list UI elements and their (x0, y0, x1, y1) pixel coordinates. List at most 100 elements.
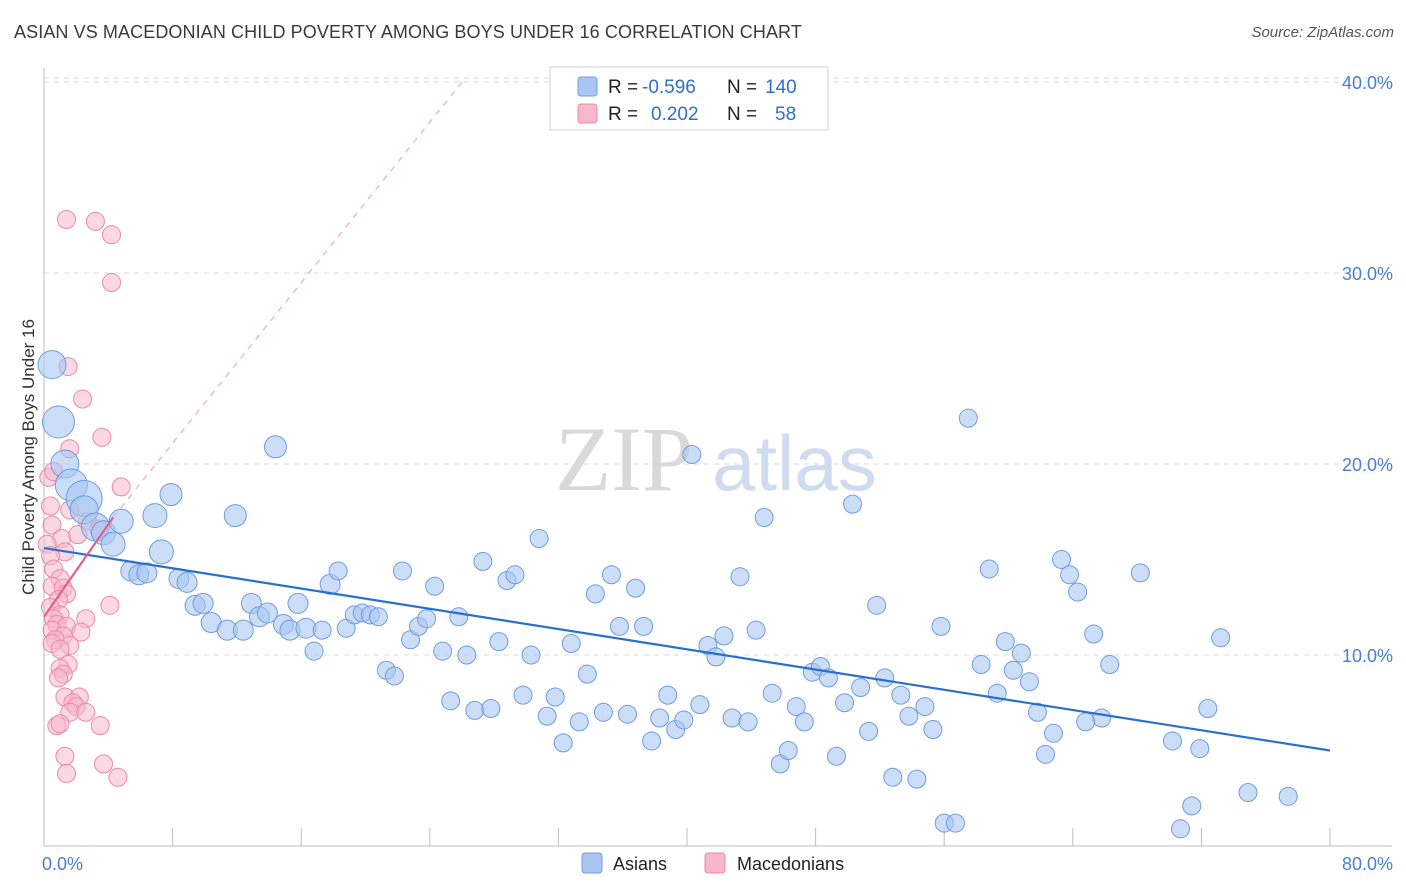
asian-point (553, 733, 573, 753)
asian-point (1100, 655, 1120, 675)
series-legend: Asians Macedonians (581, 852, 844, 874)
asian-point (891, 685, 911, 705)
asian-point (1052, 550, 1072, 569)
macedonian-point (48, 668, 68, 688)
asian-point (746, 620, 766, 640)
asian-point (762, 683, 782, 703)
asian-point (875, 668, 895, 688)
asian-point (867, 595, 887, 615)
y-tick-label: 20.0% (1342, 455, 1393, 475)
correlation-legend: R = -0.596 N = 140 R = 0.202 N = 58 (549, 66, 829, 131)
asian-point (1130, 563, 1150, 583)
asian-point (859, 721, 879, 741)
asian-point (392, 561, 412, 581)
asian-point (545, 687, 565, 707)
macedonian-point (102, 225, 122, 245)
legend-r-value-asians: -0.596 (642, 77, 696, 98)
asian-point (287, 592, 309, 614)
macedonian-point (76, 702, 96, 722)
asian-point (1198, 698, 1218, 718)
asian-point (706, 647, 726, 667)
asian-point (585, 584, 605, 604)
asian-point (457, 645, 477, 665)
asian-point (794, 712, 814, 732)
asian-point (826, 746, 846, 766)
macedonian-point (50, 639, 70, 659)
asian-point (441, 691, 461, 711)
series-legend-swatch-macedonians[interactable] (704, 852, 726, 874)
macedonian-point (42, 515, 62, 535)
asian-point (513, 685, 533, 705)
asian-point (521, 645, 541, 665)
asian-point (425, 576, 445, 596)
asian-point (634, 616, 654, 636)
macedonian-point (57, 763, 77, 783)
asian-point (995, 632, 1015, 652)
asian-point (1035, 744, 1055, 764)
watermark-zip: ZIP (555, 408, 693, 510)
asian-point (142, 503, 168, 529)
asian-point (738, 712, 758, 732)
asian-point (778, 741, 798, 760)
asian-point (923, 719, 943, 739)
legend-n-label: N = (727, 77, 757, 98)
y-tick-label: 40.0% (1342, 73, 1393, 93)
x-tick-label: 80.0% (1342, 854, 1393, 874)
asian-point (618, 704, 638, 724)
asian-point (642, 731, 662, 751)
macedonian-point (100, 595, 120, 615)
asian-point (907, 769, 927, 789)
asian-point (1238, 783, 1258, 803)
asian-point (835, 693, 855, 713)
asian-point (851, 677, 871, 697)
asian-point (1084, 624, 1104, 644)
asian-point (658, 685, 678, 705)
asian-point (449, 607, 469, 627)
asian-point (465, 700, 485, 720)
series-legend-label-asians[interactable]: Asians (613, 854, 667, 874)
legend-swatch-macedonians (577, 103, 598, 124)
asian-point (159, 483, 183, 507)
y-tick-label: 30.0% (1342, 264, 1393, 284)
asian-point (786, 697, 806, 717)
asian-point (1068, 582, 1088, 602)
series-legend-swatch-asians[interactable] (581, 852, 603, 874)
asian-point (256, 602, 278, 624)
asian-point (1162, 731, 1182, 751)
asian-point (958, 408, 978, 428)
asian-point (529, 528, 549, 548)
asian-point (384, 666, 404, 686)
series-legend-label-macedonians[interactable]: Macedonians (737, 854, 844, 874)
macedonian-point (108, 767, 128, 787)
asian-point (1092, 708, 1112, 728)
asian-point (931, 616, 951, 636)
macedonian-trend-extension (112, 81, 463, 518)
asian-point (945, 813, 965, 833)
asian-point (1027, 702, 1047, 722)
asian-point (754, 507, 774, 527)
asian-point (41, 405, 75, 439)
asian-point (1044, 723, 1064, 743)
asian-point (481, 698, 501, 718)
asian-point (537, 706, 557, 726)
watermark-atlas: atlas (712, 419, 877, 507)
macedonian-point (90, 716, 110, 736)
x-tick-label: 0.0% (42, 854, 83, 874)
asian-point (505, 565, 525, 585)
asian-point (674, 710, 694, 730)
legend-n-value-asians: 140 (765, 77, 797, 98)
asian-point (1060, 565, 1080, 585)
asian-point (971, 655, 991, 675)
asian-point (1171, 819, 1191, 839)
asian-point (108, 508, 134, 534)
macedonian-point (40, 496, 60, 516)
macedonian-trend-line (43, 516, 115, 618)
y-tick-label: 10.0% (1342, 646, 1393, 666)
legend-r-label: R = (608, 104, 638, 125)
legend-r-label: R = (608, 77, 638, 98)
asian-point (722, 708, 742, 728)
asian-point (37, 350, 67, 380)
asian-point (136, 562, 158, 584)
asian-point (1190, 739, 1210, 759)
legend-r-value-macedonians: 0.202 (651, 104, 699, 125)
